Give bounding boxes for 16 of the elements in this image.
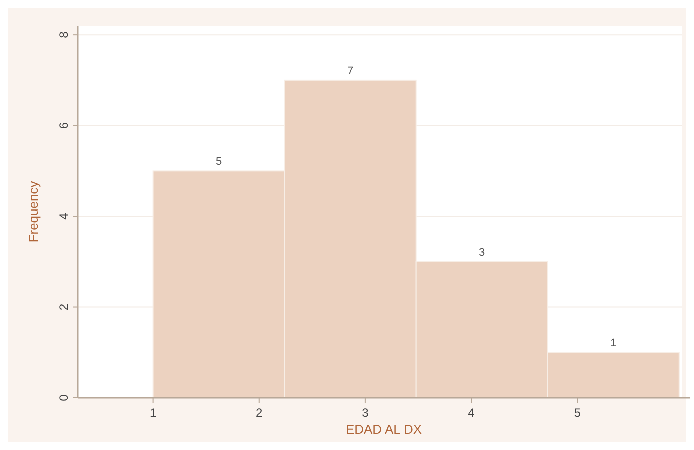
x-axis-title: EDAD AL DX — [346, 422, 422, 437]
x-tick-label: 4 — [468, 406, 476, 420]
x-tick-label: 5 — [574, 406, 582, 420]
y-tick-label: 4 — [57, 212, 71, 220]
y-tick-label: 0 — [57, 394, 71, 402]
x-tick-label: 1 — [150, 406, 157, 420]
y-tick-label: 2 — [57, 304, 71, 311]
y-tick-label: 6 — [57, 122, 71, 130]
data-label: 1 — [610, 338, 617, 350]
data-label: 5 — [216, 156, 222, 168]
y-axis-title: Frequency — [26, 180, 41, 243]
data-label: 7 — [348, 65, 354, 78]
y-tick-label: 8 — [57, 31, 71, 38]
x-tick-label: 3 — [362, 406, 370, 420]
data-label: 3 — [479, 246, 486, 259]
x-tick-label: 2 — [256, 406, 264, 420]
